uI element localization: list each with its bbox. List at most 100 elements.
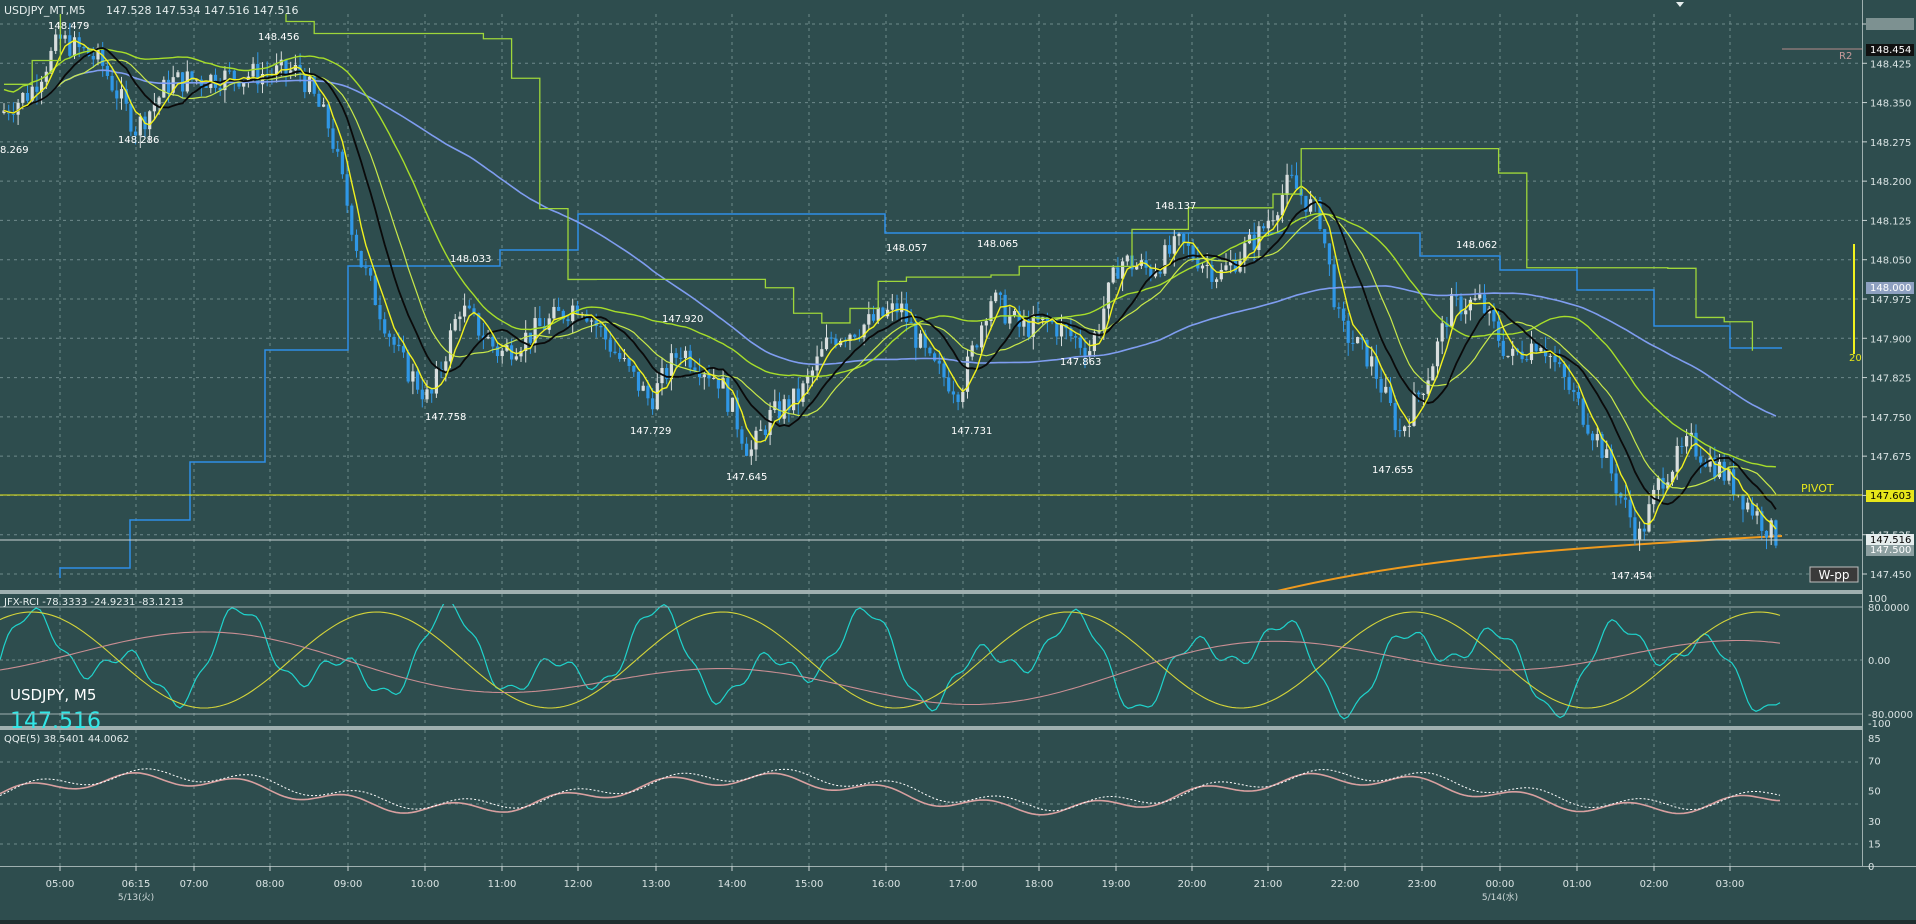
candle-body bbox=[63, 35, 67, 39]
candle-body bbox=[773, 401, 777, 411]
panel-separator[interactable] bbox=[0, 726, 1862, 730]
candle-body bbox=[134, 131, 138, 136]
time-axis-label: 01:00 bbox=[1563, 879, 1592, 890]
candle-body bbox=[1421, 393, 1425, 395]
candle-body bbox=[1656, 477, 1660, 490]
time-axis-label: 13:00 bbox=[642, 879, 671, 890]
candle-body bbox=[989, 301, 993, 322]
price-annotation: 148.286 bbox=[118, 135, 159, 146]
pivot-label: PIVOT bbox=[1801, 482, 1834, 495]
candle-body bbox=[754, 430, 758, 450]
candle-body bbox=[608, 339, 612, 352]
price-axis-line bbox=[1862, 0, 1863, 866]
candle-body bbox=[1003, 294, 1007, 324]
candle-body bbox=[1205, 265, 1209, 267]
price-annotation: 147.863 bbox=[1060, 357, 1101, 368]
qqe-axis-label: 85 bbox=[1868, 734, 1881, 745]
candle-body bbox=[1163, 245, 1167, 274]
candle-body bbox=[510, 345, 514, 360]
candle-body bbox=[25, 93, 30, 101]
candle-body bbox=[1055, 322, 1059, 337]
candle-body bbox=[806, 375, 810, 384]
candle-body bbox=[796, 388, 800, 402]
candle-body bbox=[904, 303, 908, 322]
price-annotation: 147.758 bbox=[425, 412, 466, 423]
candle-body bbox=[1717, 461, 1722, 478]
candle-body bbox=[1614, 473, 1618, 494]
candle-body bbox=[702, 374, 706, 378]
candle-body bbox=[1031, 314, 1035, 337]
candle-body bbox=[782, 399, 786, 419]
candle-body bbox=[1106, 282, 1111, 309]
price-axis-label: 147.900 bbox=[1870, 334, 1911, 345]
price-annotation: 148.456 bbox=[258, 32, 299, 43]
shift-marker-icon[interactable] bbox=[1676, 2, 1684, 7]
candle-body bbox=[411, 371, 415, 382]
time-axis-label: 12:00 bbox=[564, 879, 593, 890]
price-axis-label: 148.425 bbox=[1870, 59, 1911, 70]
time-axis-label: 22:00 bbox=[1331, 879, 1360, 890]
candle-body bbox=[669, 353, 673, 380]
qqe-main-line bbox=[0, 771, 1781, 816]
candle-body bbox=[1388, 386, 1393, 403]
time-axis-label: 18:00 bbox=[1025, 879, 1054, 890]
candle-body bbox=[1633, 517, 1637, 540]
date-label: 5/13(火) bbox=[118, 892, 154, 903]
candle-body bbox=[627, 358, 631, 366]
candle-body bbox=[1623, 497, 1628, 500]
candle-body bbox=[1586, 424, 1590, 434]
candle-body bbox=[82, 47, 86, 49]
candle-body bbox=[613, 351, 617, 354]
price-annotation: 148.065 bbox=[977, 239, 1018, 250]
candle-body bbox=[35, 86, 39, 92]
candle-body bbox=[918, 333, 923, 348]
candle-body bbox=[1764, 530, 1769, 538]
price-annotation: 148.137 bbox=[1155, 201, 1196, 212]
candle-body bbox=[387, 333, 391, 337]
price-tag-pivot-bg bbox=[1866, 490, 1914, 502]
time-axis-label: 05:00 bbox=[46, 879, 75, 890]
price-tag-current-bg bbox=[1866, 534, 1914, 546]
candle-body bbox=[1539, 347, 1543, 352]
price-annotation: 148.479 bbox=[48, 21, 89, 32]
time-axis[interactable]: 05:00 06:15 07:00 08:00 09:00 10:00 11:00 12:00… bbox=[46, 866, 1745, 903]
candle-body bbox=[340, 151, 344, 175]
wpp-badge[interactable]: W-pp bbox=[1809, 566, 1859, 583]
candle-body bbox=[716, 377, 720, 389]
candle-body bbox=[1017, 311, 1021, 327]
time-axis-label: 03:00 bbox=[1716, 879, 1745, 890]
candle-body bbox=[618, 353, 622, 359]
candle-body bbox=[1412, 392, 1416, 426]
candle-body bbox=[1374, 356, 1378, 379]
candle-body bbox=[947, 377, 951, 392]
candle-body bbox=[674, 353, 678, 358]
candle-body bbox=[1186, 242, 1190, 246]
panel-separator[interactable] bbox=[0, 590, 1862, 594]
candle-body bbox=[190, 71, 194, 80]
orange-curve bbox=[1277, 535, 1783, 590]
candle-body bbox=[820, 349, 824, 357]
candle-body bbox=[44, 71, 48, 82]
candle-body bbox=[2, 110, 6, 114]
candle-body bbox=[632, 365, 636, 372]
candle-body bbox=[115, 90, 119, 99]
candle-body bbox=[1675, 445, 1679, 472]
candle-body bbox=[138, 116, 142, 136]
candle-body bbox=[491, 336, 495, 347]
candle-body bbox=[853, 334, 857, 338]
date-label: 5/14(水) bbox=[1482, 891, 1518, 903]
rci-axis-label: 0.00 bbox=[1868, 656, 1890, 667]
candle-body bbox=[1233, 260, 1237, 272]
candle-body bbox=[406, 352, 410, 382]
candle-body bbox=[49, 50, 53, 72]
candle-body bbox=[472, 308, 476, 314]
candle-body bbox=[1591, 433, 1595, 441]
ma-200-line bbox=[3, 69, 1777, 417]
candle-body bbox=[1727, 469, 1731, 481]
candle-body bbox=[1168, 245, 1172, 254]
rci-axis-label: -80.0000 bbox=[1868, 710, 1913, 721]
time-axis-label: 07:00 bbox=[180, 879, 209, 890]
